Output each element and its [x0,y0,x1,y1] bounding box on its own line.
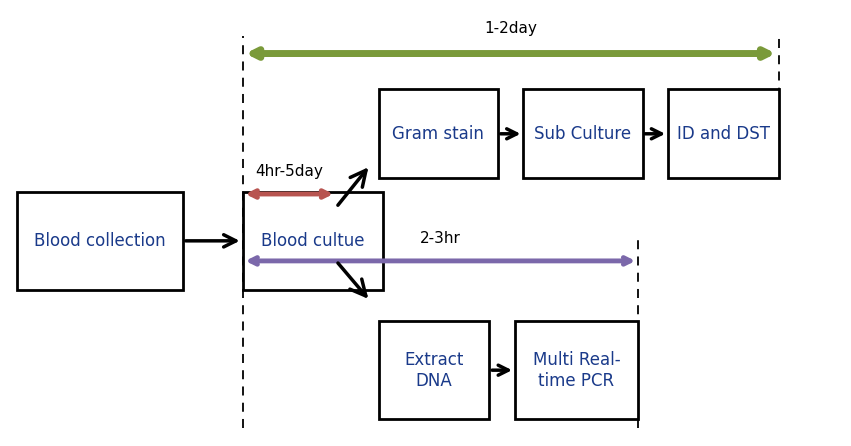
FancyBboxPatch shape [668,89,779,178]
Text: Gram stain: Gram stain [392,125,484,143]
Text: 4hr-5day: 4hr-5day [255,164,323,179]
Text: ID and DST: ID and DST [677,125,770,143]
Text: Blood cultue: Blood cultue [261,232,364,250]
Text: Sub Culture: Sub Culture [534,125,631,143]
Text: Blood collection: Blood collection [34,232,166,250]
FancyBboxPatch shape [243,192,383,290]
FancyBboxPatch shape [17,192,183,290]
Text: Extract
DNA: Extract DNA [404,351,464,389]
FancyBboxPatch shape [515,321,638,419]
FancyBboxPatch shape [523,89,643,178]
Text: Multi Real-
time PCR: Multi Real- time PCR [533,351,620,389]
FancyBboxPatch shape [379,321,489,419]
Text: 1-2day: 1-2day [484,21,537,37]
FancyBboxPatch shape [379,89,498,178]
Text: 2-3hr: 2-3hr [420,231,461,246]
